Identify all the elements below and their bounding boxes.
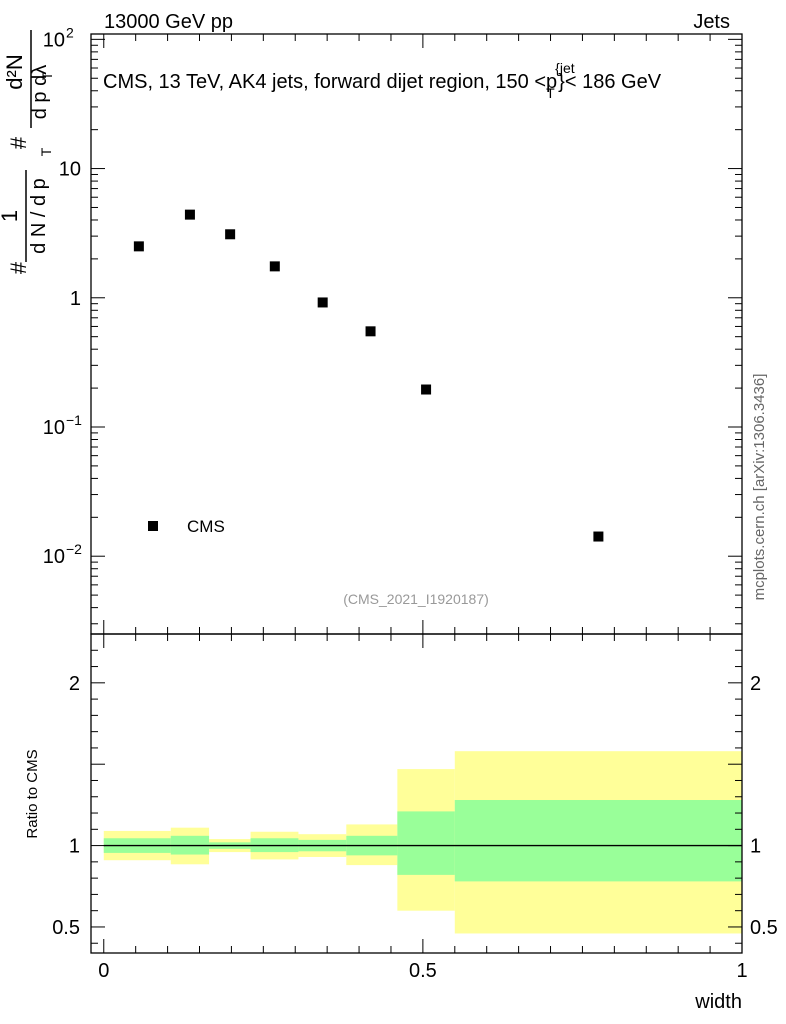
main-y-tick-label: 1 [70,288,81,310]
main-y-tick-exponent: −1 [66,412,82,428]
cms-data-point [365,326,376,337]
chart-title: CMS, 13 TeV, AK4 jets, forward dijet reg… [103,71,557,93]
svg-text:T: T [38,147,54,156]
ratio-y-tick-label: 2 [69,673,80,695]
x-tick-label: 0 [98,960,109,982]
main-y-tick-exponent: 2 [66,24,74,40]
svg-text:T: T [39,71,55,80]
main-y-tick-exponent: −2 [66,541,82,557]
mcplots-side-label: mcplots.cern.ch [arXiv:1306.3436] [751,374,768,601]
x-axis-label: width [694,991,742,1013]
process-label: Jets [693,11,730,33]
cms-data-point [184,209,195,220]
cms-data-point [225,229,236,240]
x-tick-label: 0.5 [409,960,437,982]
ratio-y-tick-label-right: 2 [750,673,761,695]
ratio-frame [90,633,743,954]
svg-text:#: # [6,261,31,274]
main-y-tick-label: 10 [43,417,65,439]
chart-title-subscript: T [546,85,555,101]
ratio-band-inner [397,811,455,875]
cms-data-point [317,297,328,308]
chart-title-suffix: }< 186 GeV [558,71,662,93]
ratio-y-tick-label-right: 1 [750,836,761,858]
svg-text:1: 1 [0,210,22,222]
legend-marker [148,521,158,531]
main-y-tick-label: 10 [59,159,81,181]
svg-text:d p dλ: d p dλ [29,65,51,119]
analysis-tag: (CMS_2021_I1920187) [343,591,489,607]
ratio-y-tick-label: 1 [69,836,80,858]
main-y-tick-label: 10 [43,29,65,51]
cms-data-point [421,384,432,395]
cms-data-point [133,241,144,252]
main-y-axis-label: # 1 d N / d p T # d²N d p dλ T [0,30,55,274]
ratio-y-tick-label-right: 0.5 [750,917,778,939]
svg-text:d N / d p: d N / d p [28,178,50,254]
energy-label: 13000 GeV pp [104,11,233,33]
svg-text:#: # [6,136,31,149]
cms-data-point [593,531,604,542]
ratio-y-axis-label: Ratio to CMS [24,749,41,838]
main-y-tick-label: 10 [43,546,65,568]
chart-title-superscript: {jet [555,60,575,76]
svg-text:d²N: d²N [2,54,27,89]
legend-label: CMS [187,517,225,536]
cms-data-point [269,261,280,272]
main-frame [90,33,743,635]
ratio-band-inner [454,800,742,882]
x-tick-label: 1 [736,960,747,982]
ratio-y-tick-label: 0.5 [52,917,80,939]
